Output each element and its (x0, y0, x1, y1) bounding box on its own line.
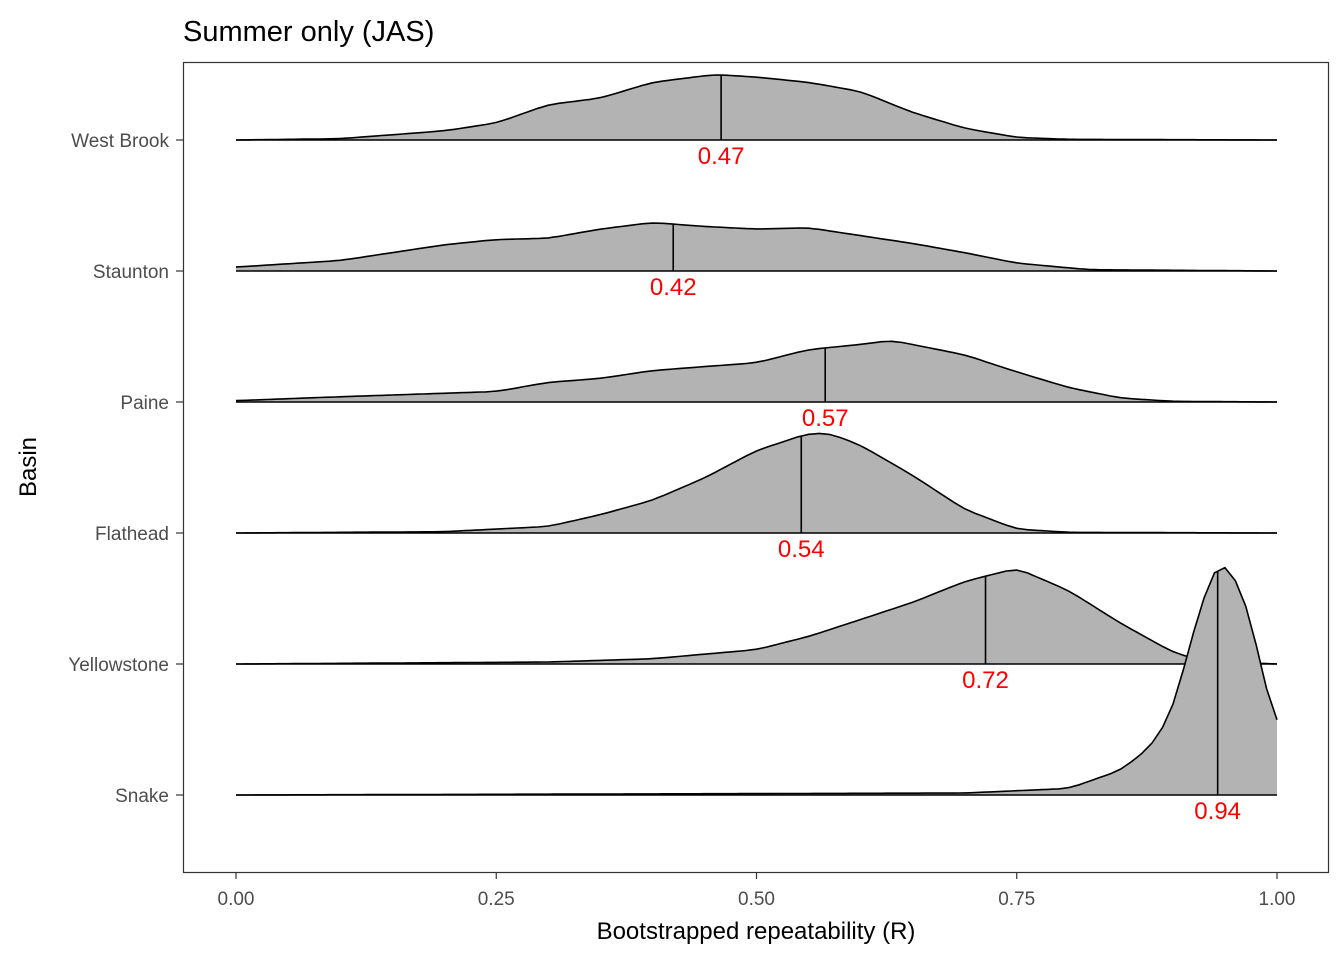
ridge-flathead: 0.54 (236, 432, 1277, 563)
median-label: 0.42 (650, 274, 697, 301)
density-outline (236, 566, 1278, 796)
median-label: 0.94 (1194, 798, 1241, 825)
density-outline (235, 222, 1277, 272)
median-label: 0.54 (778, 536, 825, 563)
density-fill (236, 75, 1277, 140)
x-tick-label: 0.75 (998, 889, 1035, 910)
y-tick-label: Staunton (93, 262, 169, 283)
x-axis: 0.00 0.25 0.50 0.75 1.00 (218, 872, 1296, 910)
density-fill (236, 570, 1277, 664)
y-tick-label: Yellowstone (68, 655, 169, 676)
median-label: 0.47 (698, 143, 745, 170)
y-axis: West Brook Staunton Paine Flathead Yellowsto… (68, 131, 183, 807)
ridge-paine: 0.57 (235, 340, 1277, 432)
density-fill (236, 223, 1277, 271)
density-outline (236, 569, 1278, 665)
x-tick-label: 0.50 (738, 889, 775, 910)
median-label: 0.57 (802, 405, 849, 432)
y-tick-label: West Brook (71, 131, 169, 152)
x-tick-label: 0.25 (478, 889, 515, 910)
ridge-west-brook: 0.47 (235, 74, 1277, 170)
y-axis-label: Basin (15, 437, 42, 497)
y-tick-label: Paine (120, 393, 169, 414)
y-tick-label: Flathead (95, 524, 169, 545)
y-tick-label: Snake (115, 786, 169, 807)
density-fill (236, 433, 1277, 533)
x-tick-label: 1.00 (1259, 889, 1296, 910)
ridges: 0.47 0.42 0.57 0.54 0.72 0.94 (235, 74, 1278, 825)
chart-title: Summer only (JAS) (183, 16, 434, 48)
ridge-staunton: 0.42 (235, 222, 1277, 301)
density-fill (236, 341, 1277, 402)
ridge-snake: 0.94 (236, 566, 1278, 825)
x-axis-label: Bootstrapped repeatability (R) (597, 918, 916, 945)
density-fill (236, 567, 1277, 795)
ridge-yellowstone: 0.72 (236, 569, 1278, 694)
x-tick-label: 0.00 (218, 889, 255, 910)
median-label: 0.72 (962, 667, 1009, 694)
density-outline (235, 340, 1277, 403)
